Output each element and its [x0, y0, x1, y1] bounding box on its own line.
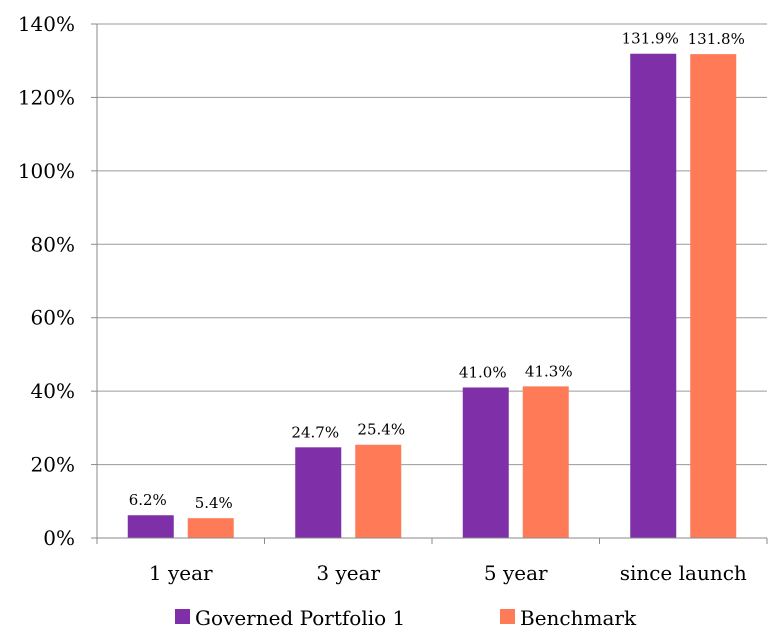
y-tick-label: 40% [31, 379, 75, 403]
bar [630, 53, 677, 538]
data-label: 5.4% [195, 494, 233, 512]
bar [690, 54, 737, 538]
data-labels: 6.2% 5.4% 24.7% 25.4% 41.0% 41.3% 131.9% 131.8% [129, 30, 745, 512]
gridlines [97, 23, 767, 466]
bar [522, 386, 569, 538]
legend-label: Benchmark [520, 606, 637, 630]
data-label: 25.4% [357, 421, 405, 439]
data-label: 41.0% [459, 363, 507, 381]
bar [187, 518, 234, 538]
y-tick-label: 120% [18, 85, 75, 109]
legend: Governed Portfolio 1 Benchmark [175, 606, 637, 630]
bar [295, 447, 342, 538]
y-tick-label: 0% [43, 526, 75, 550]
y-tick-label: 100% [18, 159, 75, 183]
bar [355, 444, 402, 538]
legend-swatch [175, 609, 190, 624]
x-tick-label: 1 year [149, 561, 213, 585]
legend-swatch [500, 609, 515, 624]
data-label: 6.2% [129, 491, 167, 509]
data-label: 24.7% [291, 423, 339, 441]
bars [127, 53, 737, 538]
data-label: 41.3% [525, 362, 573, 380]
x-tick-label: 3 year [316, 561, 380, 585]
x-tick-label: 5 year [484, 561, 548, 585]
y-axis: 0% 20% 40% 60% 80% 100% 120% 140% [18, 12, 98, 550]
y-tick-label: 60% [31, 306, 75, 330]
y-tick-label: 140% [18, 12, 75, 36]
x-axis: 1 year 3 year 5 year since launch [96, 537, 768, 585]
data-label: 131.9% [622, 30, 679, 48]
y-tick-label: 80% [31, 232, 75, 256]
bar [127, 515, 174, 538]
x-tick-label: since launch [620, 561, 747, 585]
bar [462, 387, 509, 538]
data-label: 131.8% [688, 30, 745, 48]
legend-label: Governed Portfolio 1 [195, 606, 405, 630]
y-tick-label: 20% [31, 453, 75, 477]
